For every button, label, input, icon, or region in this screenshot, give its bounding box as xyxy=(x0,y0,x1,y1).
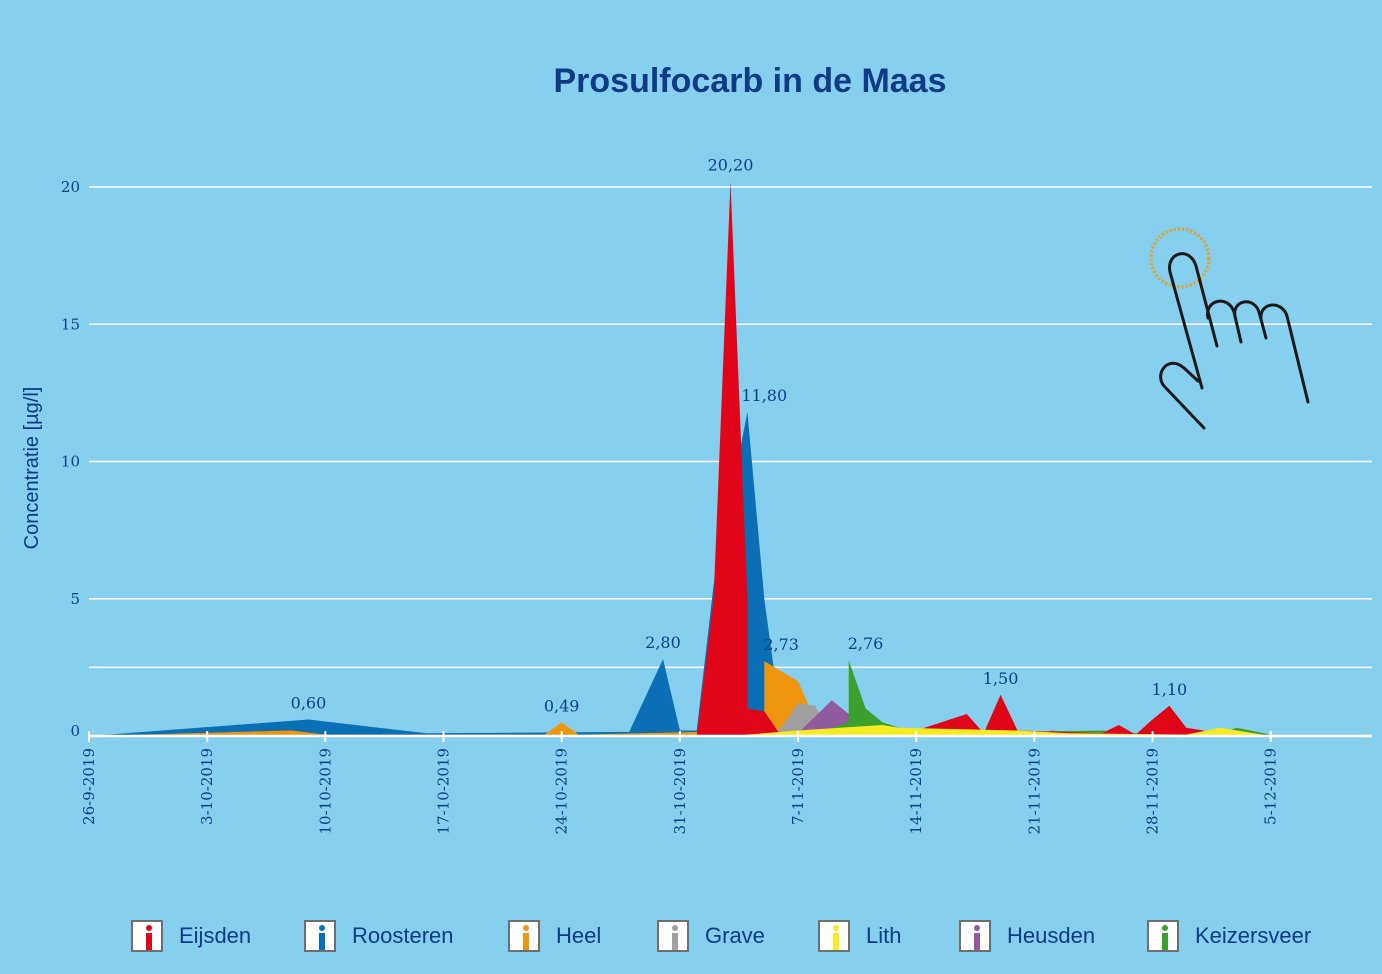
legend-label: Heel xyxy=(556,923,602,948)
legend-label: Keizersveer xyxy=(1195,923,1312,948)
info-icon xyxy=(818,920,850,952)
y-tick-label: 10 xyxy=(61,453,80,471)
x-tick-label: 17-10-2019 xyxy=(435,748,453,834)
info-icon xyxy=(1147,920,1179,952)
legend-label: Heusden xyxy=(1007,923,1096,948)
legend-item-heusden[interactable]: Heusden xyxy=(959,916,1095,956)
data-label: 20,20 xyxy=(708,156,754,175)
hand-pointer-icon[interactable] xyxy=(1149,227,1310,430)
info-icon xyxy=(131,920,163,952)
y-axis-label: Concentratie [µg/l] xyxy=(21,387,43,550)
data-labels: 0,60 0,49 2,80 20,20 11,80 2,73 2,76 1,50 1,10 xyxy=(291,156,1188,716)
x-tick-label: 31-10-2019 xyxy=(671,748,689,834)
legend-label: Eijsden xyxy=(179,923,252,948)
x-tick-label: 14-11-2019 xyxy=(907,748,925,834)
x-tick-label: 3-10-2019 xyxy=(198,748,216,825)
data-label: 1,50 xyxy=(983,669,1019,688)
legend-item-heel[interactable]: Heel xyxy=(508,916,601,956)
x-tick-label: 26-9-2019 xyxy=(80,748,98,825)
series-area-lith[interactable] xyxy=(730,725,1271,736)
data-label: 11,80 xyxy=(741,386,787,405)
legend: Eijsden Roosteren Heel Grave Lith Heusden Keiz… xyxy=(0,916,1382,956)
y-tick-label: 0 xyxy=(70,722,80,740)
chart-title: Prosulfocarb in de Maas xyxy=(554,62,947,100)
info-icon xyxy=(304,920,336,952)
x-tick-label: 21-11-2019 xyxy=(1025,748,1043,834)
data-label: 1,10 xyxy=(1152,680,1188,699)
x-tick-label: 7-11-2019 xyxy=(789,748,807,825)
series-area-keizersveer[interactable] xyxy=(831,660,1271,736)
legend-item-keizersveer[interactable]: Keizersveer xyxy=(1147,916,1311,956)
x-tick-label: 10-10-2019 xyxy=(316,748,334,834)
info-icon xyxy=(508,920,540,952)
legend-item-eijsden[interactable]: Eijsden xyxy=(131,916,251,956)
y-tick-label: 15 xyxy=(61,315,80,333)
x-tick-label: 24-10-2019 xyxy=(553,748,571,834)
legend-item-roosteren[interactable]: Roosteren xyxy=(304,916,454,956)
x-tick-label: 28-11-2019 xyxy=(1144,748,1162,834)
data-label: 0,49 xyxy=(544,697,580,716)
data-label: 0,60 xyxy=(291,694,327,713)
series-area-roosteren[interactable] xyxy=(89,412,798,736)
legend-item-grave[interactable]: Grave xyxy=(657,916,765,956)
data-label: 2,80 xyxy=(645,633,681,652)
x-tick-label: 5-12-2019 xyxy=(1262,748,1280,825)
data-label: 2,76 xyxy=(848,634,884,653)
legend-label: Lith xyxy=(866,923,902,948)
data-label: 2,73 xyxy=(763,635,799,654)
y-tick-label: 5 xyxy=(70,590,80,608)
series-layer xyxy=(89,181,1271,736)
y-tick-label: 20 xyxy=(61,178,80,196)
legend-label: Grave xyxy=(705,923,765,948)
legend-item-lith[interactable]: Lith xyxy=(818,916,901,956)
info-icon xyxy=(657,920,689,952)
x-axis: 26-9-2019 3-10-2019 10-10-2019 17-10-2019 24… xyxy=(80,731,1372,834)
info-icon xyxy=(959,920,991,952)
legend-label: Roosteren xyxy=(352,923,454,948)
